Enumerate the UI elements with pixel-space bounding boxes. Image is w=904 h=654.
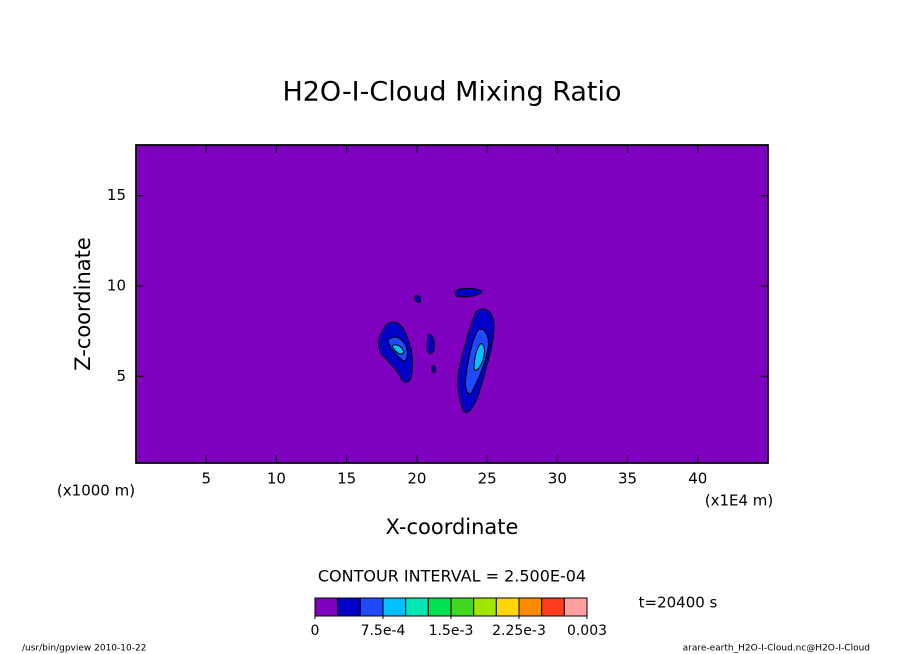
colorbar-box	[450, 597, 475, 617]
x-tick-label: 20	[407, 470, 426, 488]
colorbar-box	[405, 597, 429, 617]
footer-left: /usr/bin/gpview 2010-10-22	[22, 644, 146, 654]
plot-area	[135, 144, 769, 464]
x-unit-right: (x1E4 m)	[705, 492, 774, 510]
colorbar-tick-label: 7.5e-4	[361, 623, 406, 639]
x-tick-label: 35	[618, 470, 637, 488]
colorbar-box	[473, 597, 497, 617]
x-unit-left: (x1000 m)	[57, 482, 135, 500]
colorbar-box	[359, 597, 384, 617]
chart-title: H2O-I-Cloud Mixing Ratio	[282, 77, 621, 108]
x-tick-label: 10	[267, 470, 286, 488]
colorbar-tick-label: 2.25e-3	[492, 623, 546, 639]
colorbar-box	[427, 597, 452, 617]
colorbar-tick-label: 0.003	[567, 623, 607, 639]
colorbar-box	[337, 597, 361, 617]
colorbar-box	[382, 597, 407, 617]
footer-right: arare-earth_H2O-I-Cloud.nc@H2O-I-Cloud	[683, 644, 870, 654]
plot-frame	[135, 144, 769, 464]
y-tick-label: 5	[116, 367, 126, 385]
x-tick-label: 30	[548, 470, 567, 488]
y-axis-label: Z-coordinate	[71, 237, 95, 371]
y-tick-label: 10	[107, 276, 126, 294]
colorbar-box	[495, 597, 520, 617]
y-tick-label: 15	[107, 186, 126, 204]
colorbar-box	[518, 597, 543, 617]
colorbar-box	[314, 597, 339, 617]
x-tick-label: 25	[478, 470, 497, 488]
contour-interval: CONTOUR INTERVAL = 2.500E-04	[318, 567, 586, 586]
x-axis-label: X-coordinate	[386, 515, 519, 539]
time-label: t=20400 s	[639, 594, 718, 612]
colorbar-box	[563, 597, 588, 617]
x-tick-label: 40	[688, 470, 707, 488]
colorbar-box	[541, 597, 565, 617]
colorbar-tick-label: 0	[311, 623, 320, 639]
colorbar-tick-label: 1.5e-3	[429, 623, 474, 639]
x-tick-label: 5	[201, 470, 211, 488]
x-tick-label: 15	[337, 470, 356, 488]
contour-field	[377, 287, 495, 413]
